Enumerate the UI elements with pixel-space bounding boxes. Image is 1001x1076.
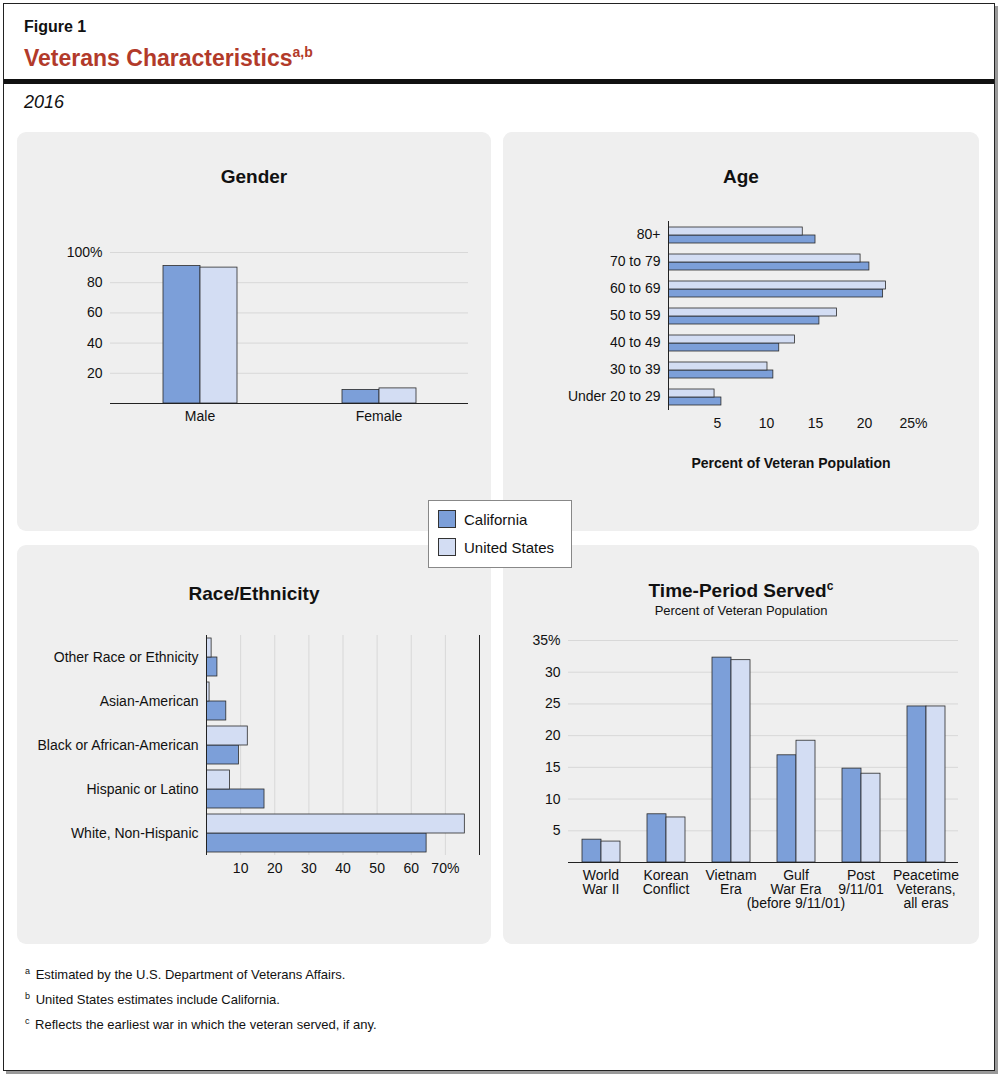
svg-text:50: 50	[369, 860, 385, 876]
svg-text:Under 20 to 29: Under 20 to 29	[568, 388, 661, 404]
html-text:Veterans Characteristicsa,b: Veterans Characteristicsa,b	[24, 44, 313, 71]
svg-text:15: 15	[808, 415, 824, 431]
svg-text:40 to 49: 40 to 49	[610, 334, 661, 350]
svg-text:Hispanic or Latino: Hispanic or Latino	[86, 781, 198, 797]
svg-text:20: 20	[545, 727, 561, 743]
svg-text:20: 20	[857, 415, 873, 431]
svg-text:30: 30	[301, 860, 317, 876]
svg-text:70%: 70%	[431, 860, 459, 876]
svg-text:30 to 39: 30 to 39	[610, 361, 661, 377]
svg-text:40: 40	[335, 860, 351, 876]
svg-text:VietnamEra: VietnamEra	[705, 867, 756, 897]
svg-text:60: 60	[87, 304, 103, 320]
svg-text:35%: 35%	[532, 632, 560, 648]
svg-text:50 to 59: 50 to 59	[610, 307, 661, 323]
svg-text:40: 40	[87, 335, 103, 351]
svg-text:20: 20	[87, 365, 103, 381]
svg-text:Male: Male	[185, 408, 216, 424]
html-text:aEstimated by the U.S. Departm: aEstimated by the U.S. Department of Vet…	[25, 966, 346, 983]
html-text:Gender: Gender	[220, 166, 288, 187]
svg-text:25: 25	[545, 695, 561, 711]
html-text:Time-Period Servedc: Time-Period Servedc	[648, 579, 834, 602]
svg-text:10: 10	[759, 415, 775, 431]
svg-text:25%: 25%	[899, 415, 927, 431]
html-text:bUnited States estimates inclu: bUnited States estimates include Califor…	[25, 991, 280, 1008]
html-text:Age: Age	[723, 166, 759, 187]
svg-text:PeacetimeVeterans,all eras: PeacetimeVeterans,all eras	[893, 867, 959, 911]
svg-text:Female: Female	[356, 408, 403, 424]
html-text:Figure 1: Figure 1	[24, 18, 87, 35]
svg-text:60: 60	[403, 860, 419, 876]
svg-text:Asian-American: Asian-American	[100, 693, 199, 709]
svg-text:Post9/11/01: Post9/11/01	[838, 867, 884, 897]
svg-text:15: 15	[545, 759, 561, 775]
html-text:Percent of Veteran Population: Percent of Veteran Population	[654, 603, 828, 618]
svg-text:WorldWar II: WorldWar II	[583, 867, 620, 897]
svg-text:60 to 69: 60 to 69	[610, 280, 661, 296]
html-text:Race/Ethnicity: Race/Ethnicity	[188, 583, 320, 604]
svg-text:Percent of Veteran Population: Percent of Veteran Population	[691, 455, 890, 471]
html-text:2016: 2016	[24, 92, 64, 112]
svg-text:80+: 80+	[637, 226, 661, 242]
svg-text:KoreanConflict: KoreanConflict	[643, 867, 690, 897]
svg-text:100%: 100%	[67, 244, 103, 260]
svg-text:Other Race or Ethnicity: Other Race or Ethnicity	[54, 649, 199, 665]
html-text:California: California	[464, 511, 528, 528]
svg-text:Black or African-American: Black or African-American	[37, 737, 198, 753]
svg-text:White, Non-Hispanic: White, Non-Hispanic	[71, 825, 199, 841]
svg-text:30: 30	[545, 664, 561, 680]
svg-text:5: 5	[553, 822, 561, 838]
svg-text:20: 20	[267, 860, 283, 876]
svg-text:10: 10	[233, 860, 249, 876]
svg-text:70 to 79: 70 to 79	[610, 253, 661, 269]
svg-text:10: 10	[545, 791, 561, 807]
svg-text:80: 80	[87, 274, 103, 290]
svg-text:GulfWar Era(before 9/11/01): GulfWar Era(before 9/11/01)	[747, 867, 846, 911]
html-text:cReflects the earliest war in: cReflects the earliest war in which the …	[25, 1016, 377, 1033]
html-text:United States: United States	[464, 539, 555, 556]
svg-text:5: 5	[714, 415, 722, 431]
